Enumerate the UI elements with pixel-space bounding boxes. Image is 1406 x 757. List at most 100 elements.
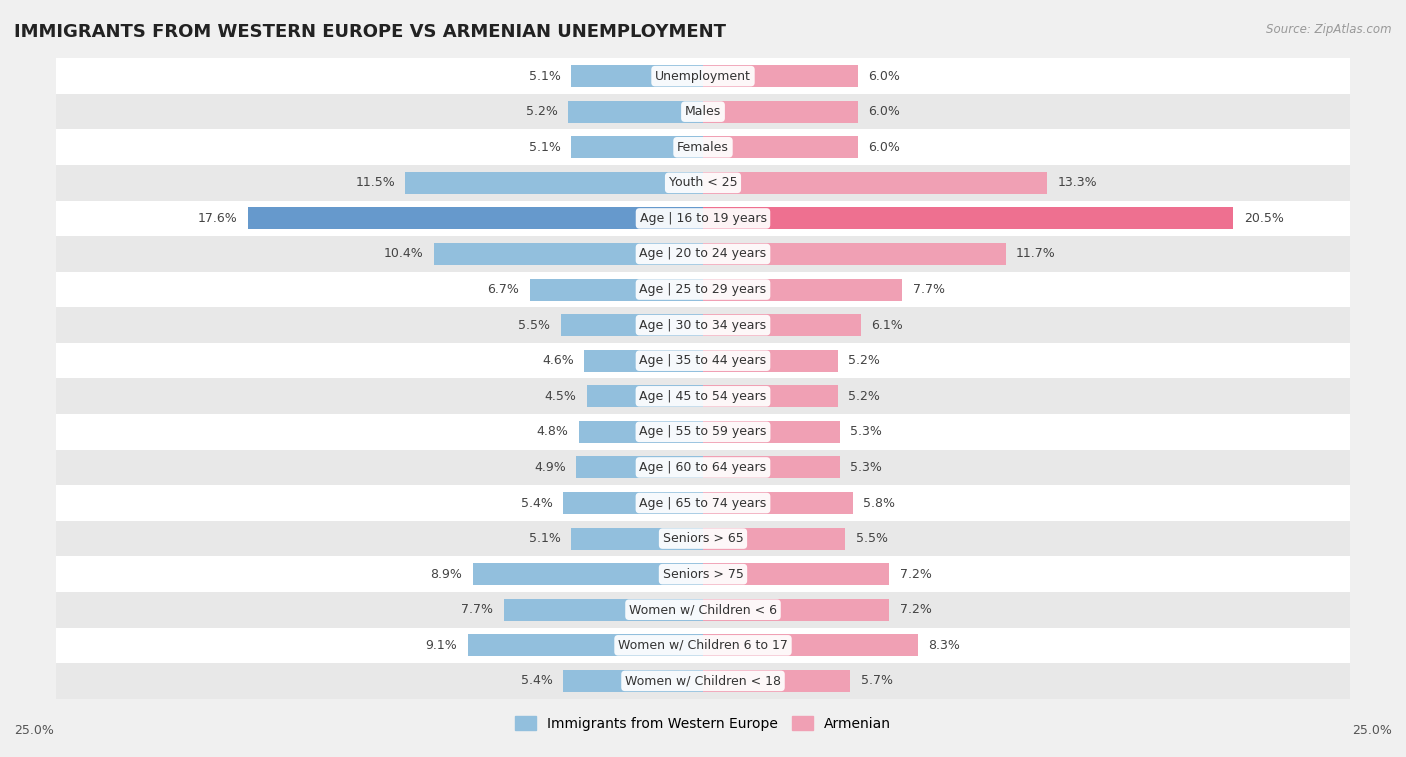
Bar: [56, 556, 1350, 592]
Bar: [703, 65, 858, 87]
Text: Age | 55 to 59 years: Age | 55 to 59 years: [640, 425, 766, 438]
Bar: [703, 101, 858, 123]
Text: 9.1%: 9.1%: [426, 639, 457, 652]
Bar: [503, 599, 703, 621]
Text: 8.3%: 8.3%: [928, 639, 960, 652]
Legend: Immigrants from Western Europe, Armenian: Immigrants from Western Europe, Armenian: [509, 710, 897, 736]
Bar: [56, 450, 1350, 485]
Text: 4.6%: 4.6%: [541, 354, 574, 367]
Text: 4.9%: 4.9%: [534, 461, 565, 474]
Text: Seniors > 65: Seniors > 65: [662, 532, 744, 545]
Text: Age | 60 to 64 years: Age | 60 to 64 years: [640, 461, 766, 474]
Bar: [703, 207, 1233, 229]
Bar: [247, 207, 703, 229]
Text: 4.8%: 4.8%: [537, 425, 568, 438]
Bar: [56, 94, 1350, 129]
Text: Females: Females: [678, 141, 728, 154]
Text: 17.6%: 17.6%: [198, 212, 238, 225]
Text: 7.2%: 7.2%: [900, 568, 932, 581]
Bar: [703, 385, 838, 407]
Text: 10.4%: 10.4%: [384, 248, 423, 260]
Text: IMMIGRANTS FROM WESTERN EUROPE VS ARMENIAN UNEMPLOYMENT: IMMIGRANTS FROM WESTERN EUROPE VS ARMENI…: [14, 23, 725, 41]
Bar: [564, 670, 703, 692]
Bar: [56, 414, 1350, 450]
Bar: [564, 492, 703, 514]
Text: Women w/ Children < 6: Women w/ Children < 6: [628, 603, 778, 616]
Bar: [434, 243, 703, 265]
Bar: [703, 136, 858, 158]
Bar: [586, 385, 703, 407]
Bar: [703, 243, 1005, 265]
Text: 7.7%: 7.7%: [912, 283, 945, 296]
Bar: [703, 314, 860, 336]
Text: Women w/ Children 6 to 17: Women w/ Children 6 to 17: [619, 639, 787, 652]
Bar: [56, 307, 1350, 343]
Bar: [703, 670, 851, 692]
Text: 6.0%: 6.0%: [869, 141, 900, 154]
Text: 5.1%: 5.1%: [529, 70, 561, 83]
Bar: [56, 165, 1350, 201]
Text: 20.5%: 20.5%: [1244, 212, 1284, 225]
Text: Males: Males: [685, 105, 721, 118]
Text: Age | 30 to 34 years: Age | 30 to 34 years: [640, 319, 766, 332]
Text: 5.3%: 5.3%: [851, 461, 883, 474]
Bar: [703, 563, 889, 585]
Text: 6.0%: 6.0%: [869, 105, 900, 118]
Text: 8.9%: 8.9%: [430, 568, 463, 581]
Text: 5.7%: 5.7%: [860, 674, 893, 687]
Text: 5.2%: 5.2%: [526, 105, 558, 118]
Text: 11.5%: 11.5%: [356, 176, 395, 189]
Text: 25.0%: 25.0%: [14, 724, 53, 737]
Text: 5.5%: 5.5%: [856, 532, 887, 545]
Bar: [703, 350, 838, 372]
Text: 5.3%: 5.3%: [851, 425, 883, 438]
Text: 6.1%: 6.1%: [872, 319, 903, 332]
Bar: [703, 492, 853, 514]
Bar: [56, 129, 1350, 165]
Bar: [56, 521, 1350, 556]
Bar: [703, 421, 841, 443]
Bar: [579, 421, 703, 443]
Text: Age | 65 to 74 years: Age | 65 to 74 years: [640, 497, 766, 509]
Text: Age | 45 to 54 years: Age | 45 to 54 years: [640, 390, 766, 403]
Bar: [703, 456, 841, 478]
Text: 7.2%: 7.2%: [900, 603, 932, 616]
Text: 11.7%: 11.7%: [1017, 248, 1056, 260]
Bar: [405, 172, 703, 194]
Text: Youth < 25: Youth < 25: [669, 176, 737, 189]
Bar: [56, 343, 1350, 378]
Bar: [56, 201, 1350, 236]
Text: Age | 20 to 24 years: Age | 20 to 24 years: [640, 248, 766, 260]
Text: 5.2%: 5.2%: [848, 354, 880, 367]
Bar: [530, 279, 703, 301]
Bar: [571, 528, 703, 550]
Bar: [472, 563, 703, 585]
Bar: [468, 634, 703, 656]
Bar: [703, 599, 889, 621]
Text: Unemployment: Unemployment: [655, 70, 751, 83]
Bar: [56, 663, 1350, 699]
Text: 4.5%: 4.5%: [544, 390, 576, 403]
Bar: [56, 485, 1350, 521]
Bar: [703, 172, 1047, 194]
Text: 5.2%: 5.2%: [848, 390, 880, 403]
Bar: [583, 350, 703, 372]
Bar: [576, 456, 703, 478]
Bar: [56, 58, 1350, 94]
Text: Age | 25 to 29 years: Age | 25 to 29 years: [640, 283, 766, 296]
Bar: [703, 634, 918, 656]
Text: 6.7%: 6.7%: [488, 283, 519, 296]
Bar: [703, 528, 845, 550]
Text: 5.4%: 5.4%: [522, 674, 553, 687]
Text: 5.1%: 5.1%: [529, 141, 561, 154]
Text: 25.0%: 25.0%: [1353, 724, 1392, 737]
Text: 7.7%: 7.7%: [461, 603, 494, 616]
Text: Age | 35 to 44 years: Age | 35 to 44 years: [640, 354, 766, 367]
Text: 13.3%: 13.3%: [1057, 176, 1097, 189]
Bar: [561, 314, 703, 336]
Text: Seniors > 75: Seniors > 75: [662, 568, 744, 581]
Text: 5.4%: 5.4%: [522, 497, 553, 509]
Text: 5.5%: 5.5%: [519, 319, 550, 332]
Bar: [568, 101, 703, 123]
Text: 5.1%: 5.1%: [529, 532, 561, 545]
